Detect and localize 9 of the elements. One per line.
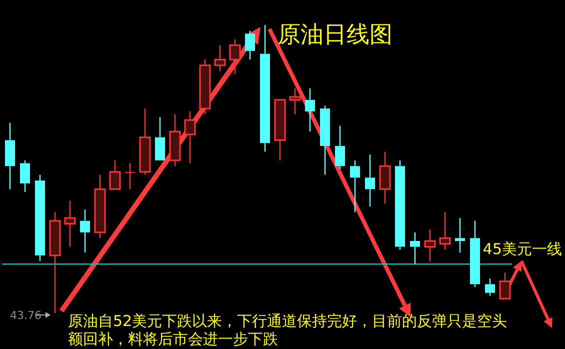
chart-title: 原油日线图 [278,22,392,48]
candlestick [305,88,315,132]
annotation: 43.76 [10,309,42,322]
annotation: 原油自52美元下跌以来，下行通道保持完好，目前的反弹只是空头额回补，料将后市会进一步下跌 [68,312,508,348]
candlestick [365,154,375,208]
candlestick [80,208,90,254]
candlestick [5,122,15,190]
candlestick [455,217,465,254]
ref-line-label: 45美元一线 [482,240,562,258]
